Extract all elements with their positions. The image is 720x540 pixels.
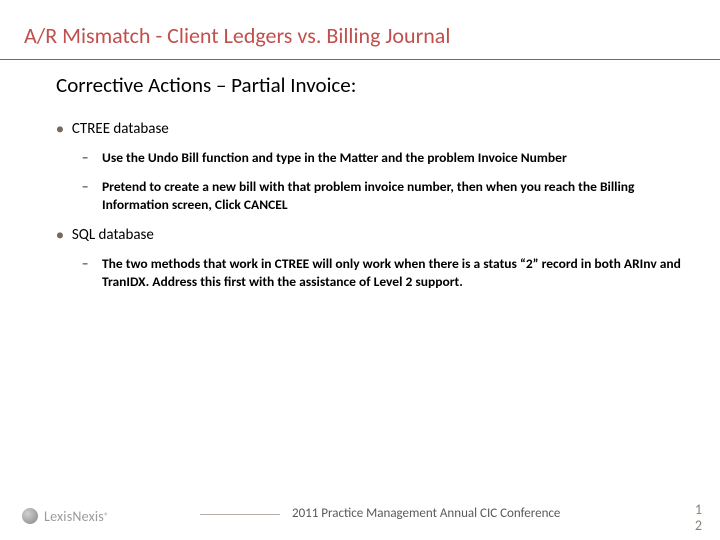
logo: LexisNexis ® [22, 508, 109, 525]
footer: LexisNexis ® 2011 Practice Management An… [0, 492, 720, 540]
page-number: 1 2 [695, 502, 702, 534]
bullet-icon: ● [56, 228, 64, 244]
footer-rule [200, 514, 280, 515]
content-area: ● CTREE database − Use the Undo Bill fun… [0, 106, 720, 291]
registered-icon: ® [104, 511, 109, 522]
slide-subtitle: Corrective Actions – Partial Invoice: [0, 60, 720, 106]
bullet-text: Pretend to create a new bill with that p… [102, 178, 690, 214]
slide-title: A/R Mismatch - Client Ledgers vs. Billin… [0, 0, 720, 55]
dash-icon: − [82, 180, 92, 197]
bullet-level2: − Use the Undo Bill function and type in… [82, 149, 690, 168]
bullet-text: Use the Undo Bill function and type in t… [102, 149, 567, 167]
bullet-text: CTREE database [72, 120, 169, 139]
dash-icon: − [82, 151, 92, 168]
page-number-bottom: 2 [695, 518, 702, 534]
bullet-level2: − The two methods that work in CTREE wil… [82, 255, 690, 291]
footer-conference: 2011 Practice Management Annual CIC Conf… [292, 506, 560, 521]
bullet-level1: ● SQL database [56, 226, 690, 245]
bullet-level1: ● CTREE database [56, 120, 690, 139]
bullet-text: SQL database [72, 226, 154, 245]
logo-globe-icon [22, 508, 38, 524]
bullet-text: The two methods that work in CTREE will … [102, 255, 690, 291]
bullet-level2: − Pretend to create a new bill with that… [82, 178, 690, 214]
slide: A/R Mismatch - Client Ledgers vs. Billin… [0, 0, 720, 540]
page-number-top: 1 [695, 502, 702, 518]
bullet-icon: ● [56, 122, 64, 138]
dash-icon: − [82, 257, 92, 274]
logo-text: LexisNexis [44, 508, 104, 525]
